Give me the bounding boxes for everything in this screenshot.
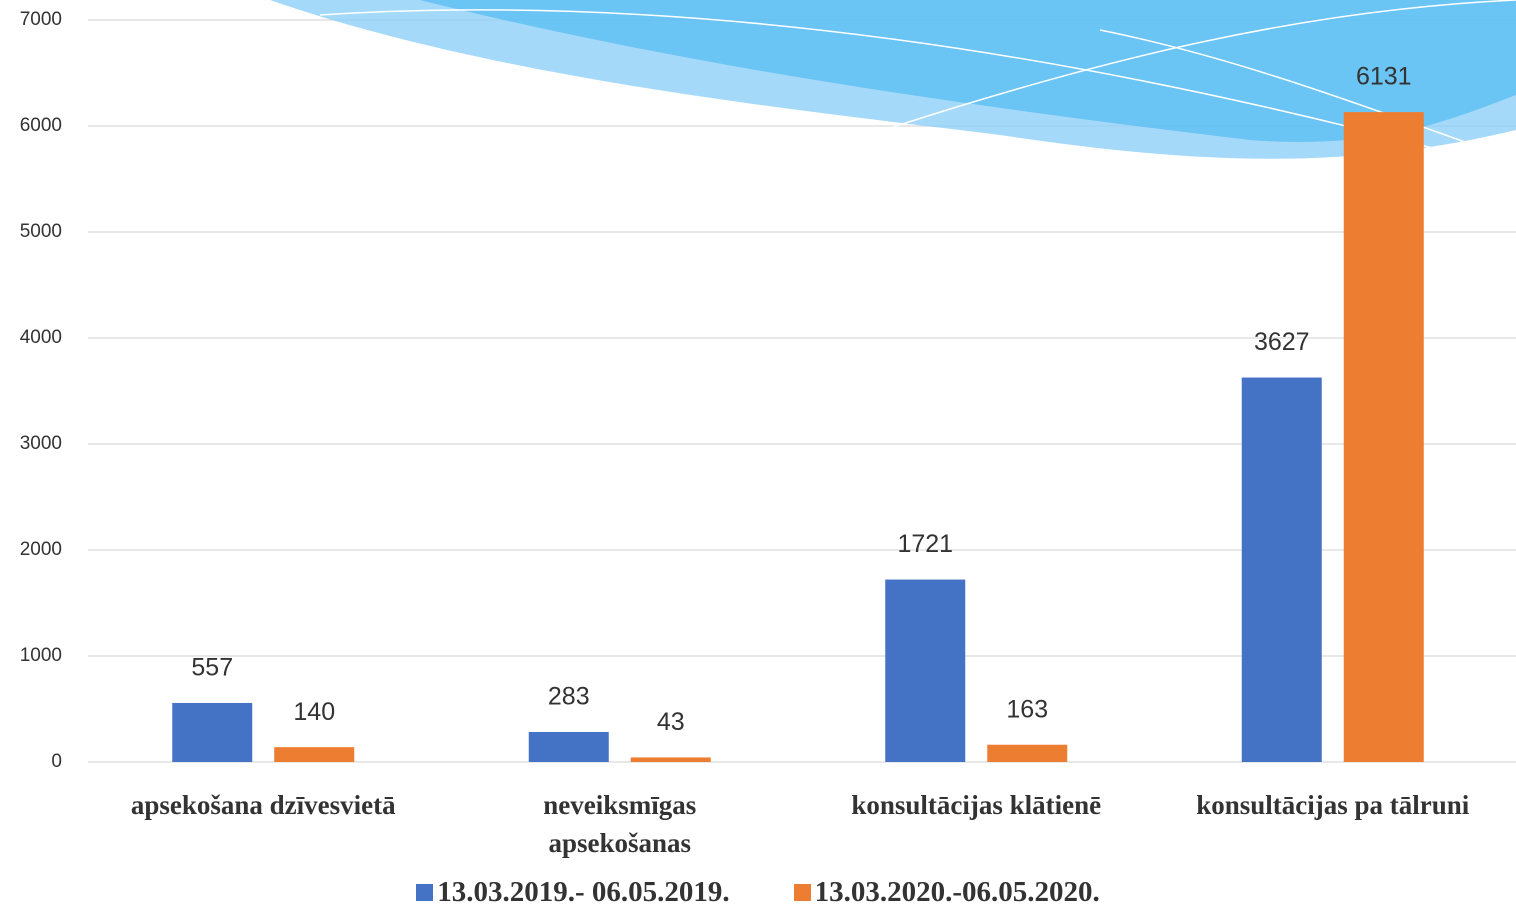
y-tick-label: 1000 xyxy=(20,645,62,666)
y-tick-label: 3000 xyxy=(20,433,62,454)
x-tick-label: konsultācijas klātienē xyxy=(798,786,1155,824)
chart: 0 1000 2000 3000 4000 5000 6000 7000 557 140 283 43… xyxy=(0,0,1516,919)
y-tick-label: 2000 xyxy=(20,539,62,560)
data-label: 163 xyxy=(1006,695,1048,723)
bar xyxy=(631,757,711,762)
legend-item: 13.03.2019.- 06.05.2019. xyxy=(416,876,729,909)
data-label: 1721 xyxy=(897,530,953,558)
legend-label: 13.03.2020.-06.05.2020. xyxy=(815,876,1100,908)
chart-canvas: 0 1000 2000 3000 4000 5000 6000 7000 557 140 283 43… xyxy=(0,0,1516,919)
legend-swatch xyxy=(794,884,811,901)
data-label: 6131 xyxy=(1356,63,1412,91)
bar xyxy=(1344,112,1424,762)
x-tick-label: apsekošana dzīvesvietā xyxy=(85,786,442,824)
y-tick-label: 4000 xyxy=(20,327,62,348)
y-tick-label: 6000 xyxy=(20,115,62,136)
y-tick-label: 0 xyxy=(51,751,62,772)
y-tick-label: 5000 xyxy=(20,221,62,242)
bar xyxy=(274,747,354,762)
x-tick-label: konsultācijas pa tālruni xyxy=(1155,786,1512,824)
bar xyxy=(987,745,1067,762)
data-label: 43 xyxy=(657,708,685,736)
bar xyxy=(885,580,965,762)
data-label: 557 xyxy=(191,654,233,682)
legend-item: 13.03.2020.-06.05.2020. xyxy=(794,876,1100,909)
legend: 13.03.2019.- 06.05.2019. 13.03.2020.-06.0… xyxy=(0,876,1516,909)
data-label: 3627 xyxy=(1254,328,1310,356)
legend-label: 13.03.2019.- 06.05.2019. xyxy=(437,876,729,908)
data-label: 283 xyxy=(548,683,590,711)
y-tick-label: 7000 xyxy=(20,9,62,30)
decoration xyxy=(270,0,1516,160)
bar xyxy=(1242,378,1322,762)
bar xyxy=(172,703,252,762)
bar xyxy=(529,732,609,762)
legend-swatch xyxy=(416,884,433,901)
x-tick-label: neveiksmīgas apsekošanas xyxy=(442,786,799,862)
data-label: 140 xyxy=(293,698,335,726)
